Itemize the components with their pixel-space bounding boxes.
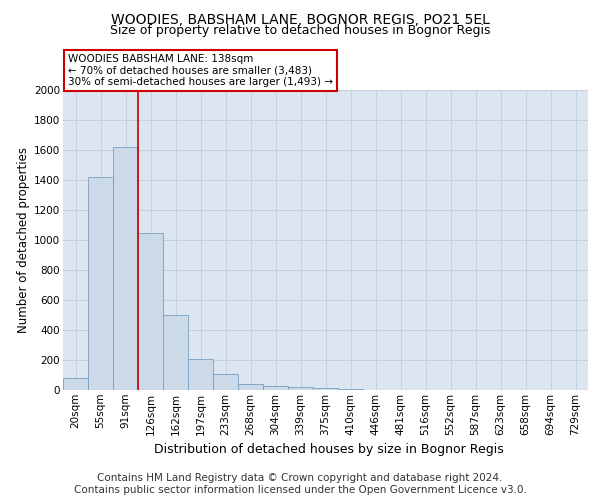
Bar xyxy=(288,387,313,390)
Bar xyxy=(188,359,213,390)
Text: Contains HM Land Registry data © Crown copyright and database right 2024.
Contai: Contains HM Land Registry data © Crown c… xyxy=(74,474,526,495)
Bar xyxy=(163,315,188,390)
Text: WOODIES BABSHAM LANE: 138sqm
← 70% of detached houses are smaller (3,483)
30% of: WOODIES BABSHAM LANE: 138sqm ← 70% of de… xyxy=(68,54,333,87)
Bar xyxy=(313,388,338,390)
Bar xyxy=(138,232,163,390)
Text: Distribution of detached houses by size in Bognor Regis: Distribution of detached houses by size … xyxy=(154,442,503,456)
Y-axis label: Number of detached properties: Number of detached properties xyxy=(17,147,30,333)
Bar xyxy=(238,384,263,390)
Bar xyxy=(213,374,238,390)
Bar xyxy=(63,378,88,390)
Bar xyxy=(338,389,363,390)
Bar xyxy=(88,177,113,390)
Bar xyxy=(113,147,138,390)
Text: Size of property relative to detached houses in Bognor Regis: Size of property relative to detached ho… xyxy=(110,24,490,37)
Bar xyxy=(263,386,288,390)
Text: WOODIES, BABSHAM LANE, BOGNOR REGIS, PO21 5EL: WOODIES, BABSHAM LANE, BOGNOR REGIS, PO2… xyxy=(110,12,490,26)
